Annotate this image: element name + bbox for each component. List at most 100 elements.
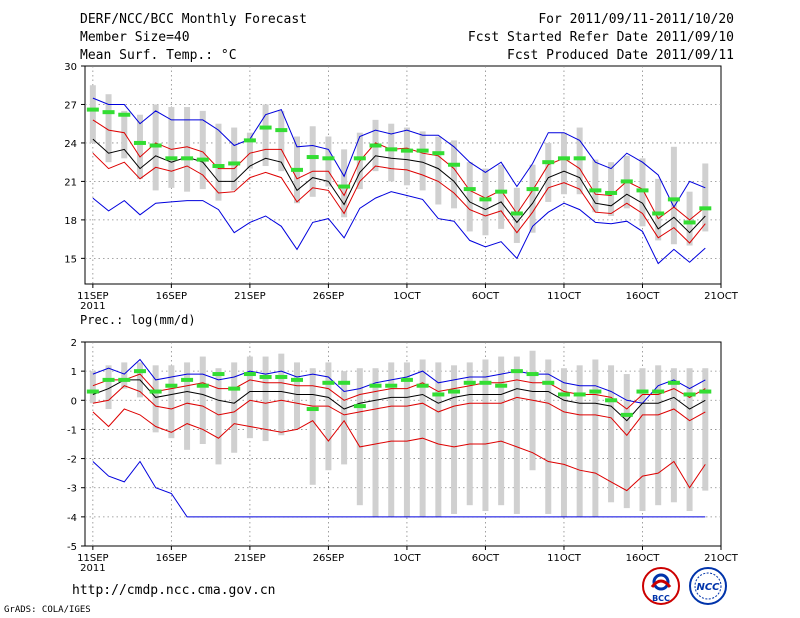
- footer-url[interactable]: http://cmdp.ncc.cma.gov.cn: [72, 583, 276, 598]
- observation-marker: [479, 197, 492, 202]
- observation-marker: [573, 392, 586, 397]
- spread-box: [89, 371, 96, 404]
- spread-box: [231, 362, 238, 453]
- observation-marker: [149, 143, 162, 148]
- spread-box: [686, 191, 693, 246]
- x-tick-label: 21OCT: [704, 291, 739, 302]
- observation-marker: [133, 140, 146, 145]
- observation-marker: [683, 392, 696, 397]
- observation-marker: [699, 389, 712, 394]
- spread-box: [184, 362, 191, 450]
- spread-box: [105, 94, 112, 163]
- spread-box: [246, 132, 253, 169]
- observation-marker: [683, 220, 696, 225]
- spread-box: [121, 110, 128, 159]
- min-envelope-line: [92, 191, 706, 265]
- spread-box: [670, 368, 677, 503]
- y-tick-label: 30: [64, 62, 77, 73]
- x-tick-label: 6OCT: [472, 291, 500, 302]
- x-tick-label: 1OCT: [393, 291, 421, 302]
- observation-marker: [416, 148, 429, 153]
- observation-marker: [495, 189, 508, 194]
- y-tick-label: 1: [71, 367, 77, 378]
- spread-box: [655, 178, 662, 241]
- spread-box: [639, 368, 646, 512]
- observation-marker: [212, 164, 225, 169]
- spread-box: [560, 368, 567, 517]
- observation-marker: [86, 107, 99, 112]
- observation-marker: [165, 383, 178, 388]
- spread-box: [466, 362, 473, 506]
- spread-box: [686, 368, 693, 512]
- observation-marker: [432, 151, 445, 156]
- forecast-started: Fcst Started Refer Date 2011/09/10: [467, 30, 734, 45]
- observation-marker: [400, 148, 413, 153]
- grads-credit: GrADS: COLA/IGES: [4, 605, 91, 615]
- year-label: 2011: [80, 301, 105, 312]
- x-tick-label: 16SEP: [156, 291, 187, 302]
- x-tick-label: 6OCT: [472, 553, 500, 564]
- spread-box: [592, 159, 599, 213]
- observation-marker: [479, 380, 492, 385]
- spread-box: [372, 368, 379, 517]
- observation-marker: [636, 389, 649, 394]
- x-tick-label: 1OCT: [393, 553, 421, 564]
- spread-box: [419, 131, 426, 191]
- y-tick-label: 2: [71, 338, 77, 349]
- plot-frame: [84, 65, 722, 285]
- ncc-logo-text: NCC: [696, 582, 720, 593]
- spread-box: [168, 365, 175, 439]
- observation-marker: [636, 188, 649, 193]
- observation-marker: [212, 372, 225, 377]
- y-tick-label: -1: [67, 425, 77, 436]
- max-envelope-line: [92, 358, 706, 404]
- lower-quartile-line: [92, 385, 706, 437]
- observation-marker: [353, 404, 366, 409]
- spread-box: [388, 362, 395, 517]
- observation-marker: [667, 197, 680, 202]
- observation-marker: [228, 161, 241, 166]
- observation-marker: [259, 374, 272, 379]
- observation-marker: [432, 392, 445, 397]
- spread-box: [89, 85, 96, 143]
- upper-quartile-line: [92, 373, 706, 410]
- observation-marker: [102, 377, 115, 382]
- x-tick-label: 11SEP: [77, 553, 108, 564]
- observation-marker: [291, 377, 303, 382]
- observation-marker: [699, 206, 712, 211]
- x-tick-label: 16OCT: [626, 291, 661, 302]
- observation-marker: [275, 374, 288, 379]
- spread-box: [529, 350, 536, 471]
- forecast-period: For 2011/09/11-2011/10/20: [538, 12, 734, 27]
- spread-box: [560, 132, 567, 195]
- observation-marker: [620, 179, 633, 184]
- y-tick-label: 0: [71, 396, 77, 407]
- observation-marker: [385, 147, 398, 152]
- spread-box: [623, 374, 630, 509]
- observation-marker: [196, 157, 209, 162]
- spread-box: [105, 365, 112, 410]
- observation-marker: [573, 156, 586, 161]
- spread-box: [199, 110, 206, 190]
- observation-marker: [448, 389, 461, 394]
- spread-box: [231, 127, 238, 191]
- spread-box: [309, 126, 316, 197]
- spread-box: [309, 368, 316, 485]
- variable-label: Mean Surf. Temp.: °C: [80, 48, 237, 63]
- observation-marker: [338, 184, 351, 189]
- observation-marker: [510, 369, 523, 374]
- spread-box: [702, 163, 709, 232]
- observation-marker: [495, 383, 508, 388]
- spread-box: [294, 362, 300, 430]
- ensemble-mean-line: [92, 138, 706, 234]
- min-envelope-line: [92, 460, 706, 518]
- spread-box: [545, 359, 552, 514]
- observation-marker: [243, 372, 256, 377]
- observation-marker: [181, 156, 194, 161]
- observation-marker: [353, 156, 366, 161]
- spread-box: [215, 123, 222, 201]
- spread-box: [482, 359, 489, 512]
- spread-box: [451, 365, 458, 514]
- spread-box: [325, 362, 332, 471]
- spread-box: [356, 368, 363, 506]
